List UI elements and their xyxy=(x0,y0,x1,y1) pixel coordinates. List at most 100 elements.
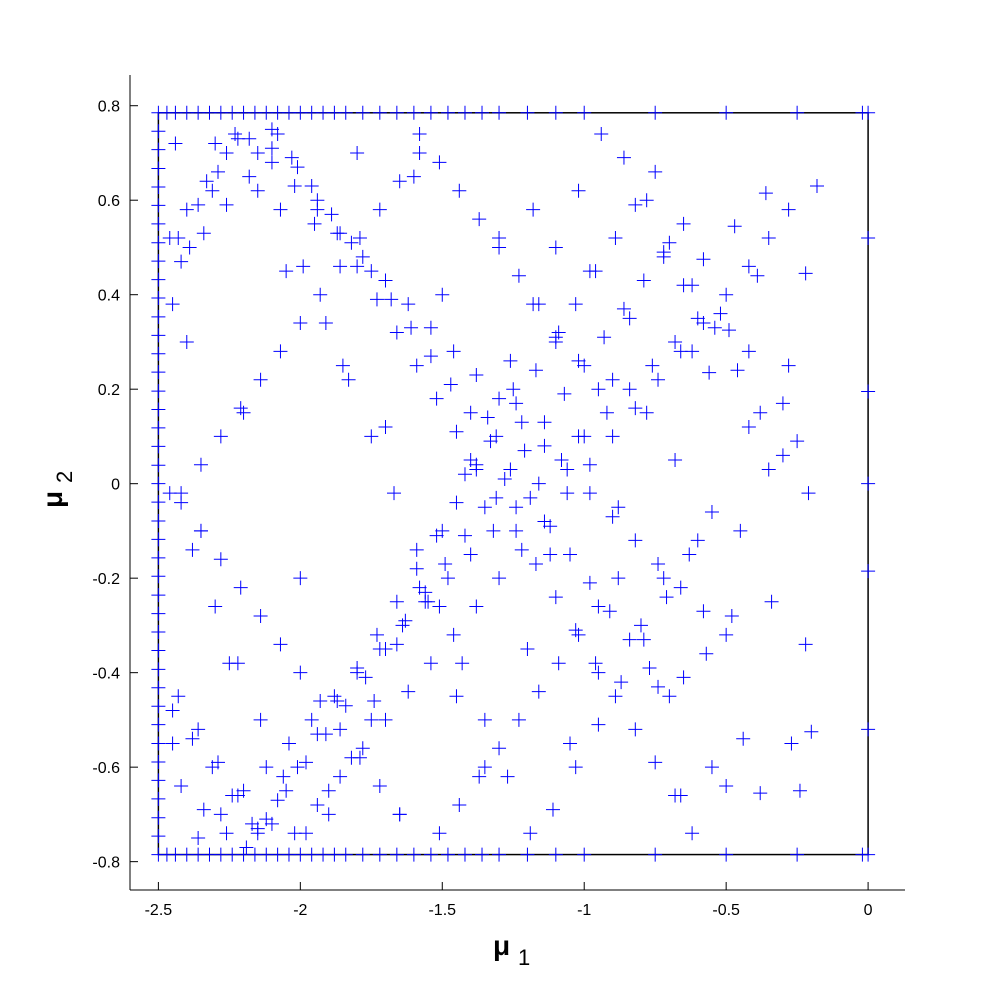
data-point xyxy=(151,291,166,306)
data-point xyxy=(151,254,166,269)
data-point xyxy=(395,618,410,633)
data-point xyxy=(781,202,796,217)
data-point xyxy=(741,344,756,359)
data-point xyxy=(151,699,166,714)
data-point xyxy=(704,760,719,775)
data-point xyxy=(191,197,206,212)
data-point xyxy=(293,316,308,331)
data-point xyxy=(338,105,353,120)
data-point xyxy=(648,847,663,862)
data-point xyxy=(636,632,651,647)
data-point xyxy=(511,268,526,283)
data-point xyxy=(668,453,683,468)
data-point xyxy=(719,627,734,642)
x-tick-label: -1.5 xyxy=(428,902,456,919)
data-point xyxy=(389,847,404,862)
data-point xyxy=(438,557,453,571)
data-point xyxy=(318,316,333,331)
y-axis-label: μ 2 xyxy=(37,471,77,508)
data-point xyxy=(673,580,688,595)
data-point xyxy=(526,202,541,217)
data-point xyxy=(369,292,384,307)
data-point xyxy=(307,216,322,231)
data-point xyxy=(293,665,308,680)
data-point xyxy=(151,829,166,844)
data-point xyxy=(333,259,348,274)
data-point xyxy=(333,722,348,737)
data-point xyxy=(208,136,223,151)
data-point xyxy=(656,571,671,586)
data-point xyxy=(452,797,467,812)
data-point xyxy=(457,847,472,862)
data-point xyxy=(753,786,768,801)
data-point xyxy=(151,458,166,473)
data-point xyxy=(423,847,438,862)
data-point xyxy=(577,847,592,862)
data-point xyxy=(213,552,228,567)
data-point xyxy=(775,448,790,463)
data-point xyxy=(168,136,183,151)
data-point xyxy=(514,542,529,557)
data-point xyxy=(792,783,807,798)
data-point xyxy=(469,457,484,472)
data-point xyxy=(511,712,526,727)
data-point xyxy=(520,105,535,120)
data-point xyxy=(531,476,546,491)
data-point xyxy=(384,292,399,307)
data-point xyxy=(523,490,538,505)
data-point xyxy=(193,523,208,538)
data-point xyxy=(213,429,228,444)
data-point xyxy=(435,287,450,302)
data-point xyxy=(457,467,472,482)
data-point xyxy=(387,486,402,501)
data-point xyxy=(151,588,166,603)
data-point xyxy=(492,240,507,255)
data-point xyxy=(753,405,768,420)
data-point xyxy=(179,202,194,217)
data-point xyxy=(432,826,447,841)
data-point xyxy=(696,604,711,619)
data-point xyxy=(480,410,495,425)
data-point xyxy=(233,401,248,416)
data-points xyxy=(151,105,876,862)
y-tick-label: 0.2 xyxy=(98,382,120,399)
data-point xyxy=(702,365,717,380)
data-point xyxy=(591,382,606,397)
data-point xyxy=(736,731,751,746)
data-point xyxy=(352,231,367,245)
data-point xyxy=(367,694,382,709)
data-point xyxy=(591,717,606,732)
data-point xyxy=(310,727,325,742)
data-point xyxy=(605,372,620,387)
y-tick-label: 0.4 xyxy=(98,288,120,305)
data-point xyxy=(696,316,711,331)
data-point xyxy=(548,240,563,255)
data-point xyxy=(378,273,393,288)
data-point xyxy=(608,689,623,704)
data-point xyxy=(790,847,805,862)
data-point xyxy=(741,259,756,274)
y-tick-label: -0.8 xyxy=(92,855,120,872)
data-point xyxy=(230,656,245,671)
data-point xyxy=(389,325,404,340)
data-point xyxy=(605,429,620,444)
data-point xyxy=(628,722,643,737)
data-point xyxy=(599,405,614,420)
data-point xyxy=(648,755,663,770)
data-point xyxy=(861,384,876,399)
data-point xyxy=(636,273,651,288)
data-point xyxy=(151,439,166,454)
data-point xyxy=(440,571,455,586)
data-point xyxy=(733,523,748,538)
data-point xyxy=(682,547,697,562)
data-point xyxy=(352,750,367,765)
x-tick-label: -1 xyxy=(577,902,591,919)
data-point xyxy=(211,164,226,179)
data-point xyxy=(151,736,166,751)
data-point xyxy=(233,580,248,595)
data-point xyxy=(472,212,487,227)
data-point xyxy=(503,353,518,368)
data-point xyxy=(429,528,444,543)
data-point xyxy=(412,127,427,142)
